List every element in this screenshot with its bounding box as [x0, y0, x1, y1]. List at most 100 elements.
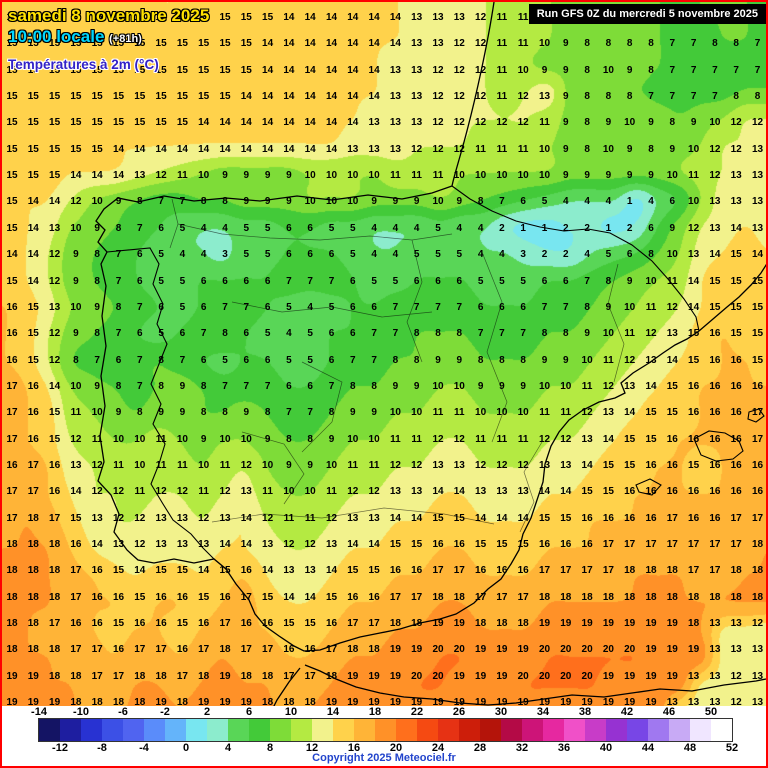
- temp-value: 14: [134, 143, 146, 155]
- temp-value: 17: [751, 512, 764, 524]
- copyright: Copyright 2025 Meteociel.fr: [312, 752, 456, 764]
- temp-value: 9: [648, 117, 654, 129]
- temp-value: 12: [517, 117, 529, 129]
- temp-value: 10: [538, 380, 551, 392]
- temp-value: 11: [496, 12, 508, 23]
- temp-value: 17: [389, 591, 401, 603]
- temp-value: 14: [70, 170, 82, 182]
- temp-value: 7: [477, 328, 484, 340]
- temp-value: 18: [538, 591, 551, 603]
- temp-value: 6: [137, 328, 143, 340]
- temp-value: 6: [264, 301, 271, 313]
- temp-value: 15: [134, 117, 146, 129]
- temp-value: 19: [624, 697, 636, 709]
- temp-value: 8: [222, 407, 228, 419]
- temp-value: 16: [198, 618, 210, 630]
- temp-value: 15: [6, 170, 18, 182]
- temp-value: 18: [91, 697, 103, 709]
- temp-value: 19: [517, 697, 529, 709]
- temp-value: 15: [70, 38, 82, 50]
- temp-value: 18: [624, 591, 636, 603]
- temp-value: 12: [496, 459, 508, 471]
- temp-value: 11: [283, 512, 295, 524]
- temp-value: 7: [264, 380, 271, 392]
- temp-value: 2: [584, 222, 590, 234]
- temp-value: 7: [94, 354, 100, 366]
- temp-value: 13: [347, 143, 359, 155]
- temp-value: 16: [730, 407, 742, 419]
- temp-value: 10: [70, 380, 82, 392]
- temp-value: 16: [730, 354, 742, 366]
- temp-value: 7: [541, 301, 548, 313]
- temp-value: 14: [368, 38, 380, 50]
- temp-value: 20: [432, 644, 444, 656]
- temp-value: 15: [538, 512, 551, 524]
- temp-value: 12: [134, 539, 146, 550]
- temp-value: 17: [240, 591, 252, 603]
- temp-value: 19: [198, 697, 210, 709]
- temp-value: 15: [219, 38, 231, 50]
- legend-cell: [291, 719, 312, 741]
- temp-value: 15: [70, 91, 82, 103]
- temp-value: 19: [602, 697, 614, 709]
- temp-value: 8: [222, 196, 228, 208]
- temp-value: 15: [730, 301, 742, 313]
- temp-value: 18: [27, 591, 39, 603]
- temp-value: 5: [286, 301, 292, 313]
- temp-value: 14: [283, 143, 295, 155]
- temp-value: 15: [70, 512, 82, 524]
- temp-value: 9: [392, 196, 399, 208]
- temp-value: 13: [134, 170, 146, 182]
- temp-value: 9: [520, 380, 526, 392]
- temp-value: 14: [325, 12, 338, 23]
- temp-value: 15: [198, 12, 210, 23]
- temp-value: 18: [49, 539, 61, 550]
- temp-value: 4: [222, 222, 228, 234]
- temp-value: 14: [709, 249, 721, 261]
- temp-value: 14: [645, 380, 657, 392]
- temp-value: 14: [347, 38, 359, 50]
- temp-value: 7: [456, 301, 463, 313]
- temp-value: 7: [392, 301, 399, 313]
- temp-value: 15: [666, 380, 678, 392]
- temp-value: 13: [751, 196, 764, 208]
- temp-value: 8: [477, 354, 484, 366]
- temp-value: 18: [6, 539, 18, 550]
- temp-value: 19: [411, 644, 423, 656]
- temp-value: 12: [709, 143, 721, 155]
- temp-value: 15: [49, 64, 61, 76]
- legend-cell: [543, 719, 564, 741]
- temp-value: 15: [112, 12, 125, 23]
- temp-value: 13: [70, 459, 82, 471]
- temp-value: 15: [347, 565, 359, 577]
- temp-value: 11: [304, 512, 316, 524]
- temp-value: 2: [499, 222, 505, 234]
- temp-value: 8: [115, 301, 122, 313]
- temp-value: 12: [155, 486, 167, 498]
- temp-value: 2: [626, 222, 633, 234]
- temp-value: 9: [456, 354, 463, 366]
- temp-value: 19: [6, 697, 18, 709]
- temp-value: 13: [730, 196, 742, 208]
- legend-cell: [417, 719, 438, 741]
- balearic-islands-path: [635, 408, 765, 496]
- temp-value: 12: [475, 38, 487, 50]
- temp-value: 11: [560, 407, 572, 419]
- temp-value: 6: [264, 354, 271, 366]
- temp-value: 15: [6, 91, 18, 103]
- temp-value: 18: [666, 591, 678, 603]
- temp-value: 16: [730, 486, 742, 498]
- temp-value: 10: [688, 143, 700, 155]
- temp-value: 10: [176, 433, 188, 445]
- temp-value: 15: [219, 565, 231, 577]
- temp-value: 15: [176, 117, 188, 129]
- temp-value: 7: [222, 301, 228, 313]
- temp-value: 17: [475, 591, 487, 603]
- temp-value: 10: [496, 170, 508, 182]
- legend-tick: -6: [118, 706, 128, 718]
- temp-value: 6: [371, 301, 377, 313]
- temp-value: 16: [709, 459, 721, 471]
- temp-value: 10: [688, 196, 700, 208]
- temp-value: 7: [307, 407, 313, 419]
- temp-value: 8: [584, 143, 590, 155]
